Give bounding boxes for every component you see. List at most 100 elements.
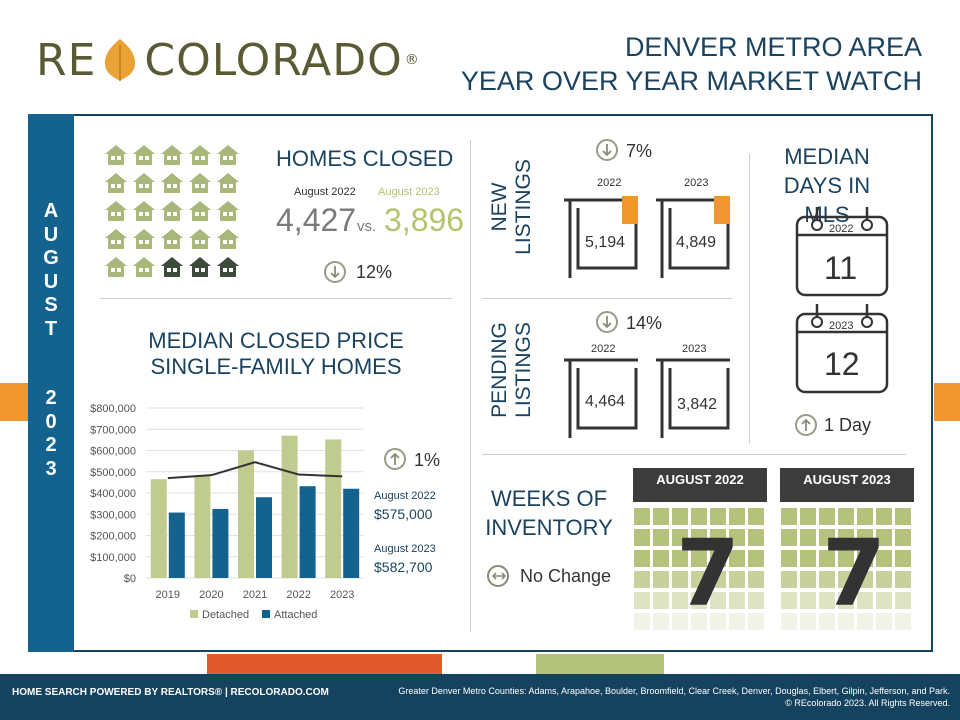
house-icon	[216, 256, 240, 278]
for-sale-sign-icon	[656, 358, 730, 438]
divider	[100, 298, 452, 299]
weeks-value-2022: 7	[676, 520, 741, 627]
median-price-value-2022: $575,000	[374, 506, 433, 522]
calendar-day-cell	[857, 529, 873, 546]
calendar-day-cell	[781, 508, 797, 525]
calendar-day-cell	[691, 529, 707, 546]
house-icon	[188, 144, 212, 166]
calendar-day-cell	[781, 571, 797, 588]
legend-label: Attached	[274, 609, 317, 621]
calendar-day-cell	[672, 508, 688, 525]
x-tick-label: 2019	[156, 589, 180, 601]
calendar-day-cell	[748, 550, 764, 567]
arrow-down-icon	[596, 311, 618, 333]
footer-link[interactable]: HOME SEARCH POWERED BY REALTORS® | RECOL…	[12, 687, 329, 698]
new-listings-title-line-1: NEW	[488, 182, 511, 232]
divider	[482, 454, 906, 455]
calendar-day-cell	[672, 592, 688, 609]
year-letter: 0	[45, 410, 57, 433]
house-icon	[104, 228, 128, 250]
calendar-day-cell	[710, 508, 726, 525]
calendar-icon	[795, 207, 889, 297]
calendar-day-cell	[634, 508, 650, 525]
calendar-day-cell	[781, 529, 797, 546]
days-in-mls-value-2022: 11	[824, 250, 858, 286]
house-icon	[188, 172, 212, 194]
calendar-day-cell	[876, 613, 892, 630]
days-in-mls-title-line-1: MEDIAN	[784, 144, 870, 169]
y-tick-label: $200,000	[90, 531, 136, 543]
title-line-2: YEAR OVER YEAR MARKET WATCH	[460, 66, 922, 96]
divider	[482, 298, 732, 299]
calendar-day-cell	[838, 529, 854, 546]
calendar-day-cell	[710, 550, 726, 567]
calendar-day-cell	[710, 592, 726, 609]
y-tick-label: $400,000	[90, 488, 136, 500]
house-icon	[132, 228, 156, 250]
calendar-day-cell	[634, 592, 650, 609]
calendar-day-cell	[653, 613, 669, 630]
homes-closed-label-2023: August 2023	[378, 186, 440, 198]
days-in-mls-change: 1 Day	[824, 415, 872, 435]
for-sale-sign-icon	[564, 358, 638, 438]
calendar-grid	[634, 508, 764, 630]
arrow-down-icon	[596, 139, 618, 161]
calendar-day-cell	[800, 571, 816, 588]
recolorado-logo: RE COLORADO ®	[36, 30, 420, 90]
bar-detached	[281, 435, 298, 578]
calendar-day-cell	[800, 529, 816, 546]
arrow-down-icon	[324, 261, 346, 283]
calendar-day-cell	[691, 508, 707, 525]
calendar-day-cell	[672, 571, 688, 588]
logo-registered: ®	[404, 52, 420, 68]
house-icon	[132, 172, 156, 194]
house-icon	[104, 256, 128, 278]
year-letter: 3	[45, 457, 57, 480]
weeks-value-2023: 7	[822, 520, 887, 627]
calendar-day-cell	[838, 508, 854, 525]
calendar-day-cell	[819, 550, 835, 567]
weeks-label-2022: AUGUST 2022	[633, 468, 767, 502]
year-letter: 2	[45, 434, 57, 456]
median-price-value-2023: $582,700	[374, 559, 433, 575]
house-icon	[160, 200, 184, 222]
calendar-day-cell	[691, 550, 707, 567]
calendar-day-cell	[729, 508, 745, 525]
footer-copyright: © REcolorado 2023. All Rights Reserved.	[785, 698, 950, 708]
calendar-day-cell	[748, 508, 764, 525]
pending-listings-title-line-1: PENDING	[488, 322, 511, 418]
calendar-day-cell	[748, 592, 764, 609]
calendar-day-cell	[634, 529, 650, 546]
days-in-mls-title-line-2: DAYS IN MLS	[783, 173, 871, 227]
days-in-mls-value-2023: 12	[824, 346, 860, 382]
calendar-day-cell	[800, 508, 816, 525]
calendar-day-cell	[653, 529, 669, 546]
calendar-day-cell	[876, 529, 892, 546]
calendar-day-cell	[781, 592, 797, 609]
calendar-day-cell	[819, 529, 835, 546]
median-price-label-2023: August 2023	[374, 543, 436, 555]
median-price-title: MEDIAN CLOSED PRICE SINGLE-FAMILY HOMES	[98, 328, 454, 380]
median-price-chart: $0 $100,000 $200,000 $300,000 $400,000 $500,0…	[90, 403, 364, 621]
calendar-day-cell	[895, 550, 911, 567]
homes-closed-change: 12%	[356, 262, 393, 282]
new-listings-year-2022: 2022	[597, 177, 622, 189]
bar-detached	[325, 439, 342, 578]
median-price-change: 1%	[414, 450, 441, 470]
new-listings-year-2023: 2023	[684, 177, 709, 189]
calendar-day-cell	[672, 613, 688, 630]
calendar-day-cell	[729, 529, 745, 546]
homes-closed-label-2022: August 2022	[294, 186, 356, 198]
calendar-day-cell	[895, 571, 911, 588]
calendar-day-cell	[876, 592, 892, 609]
weeks-of-inventory-title-line-1: WEEKS OF	[490, 486, 608, 511]
calendar-day-cell	[876, 550, 892, 567]
aspen-leaf-icon	[105, 39, 136, 81]
logo-text-re: RE	[36, 34, 97, 86]
calendar-day-cell	[781, 550, 797, 567]
legend-swatch	[262, 610, 270, 618]
calendar-day-cell	[800, 592, 816, 609]
calendar-day-cell	[748, 613, 764, 630]
house-icon	[104, 172, 128, 194]
no-change-icon	[487, 565, 509, 587]
